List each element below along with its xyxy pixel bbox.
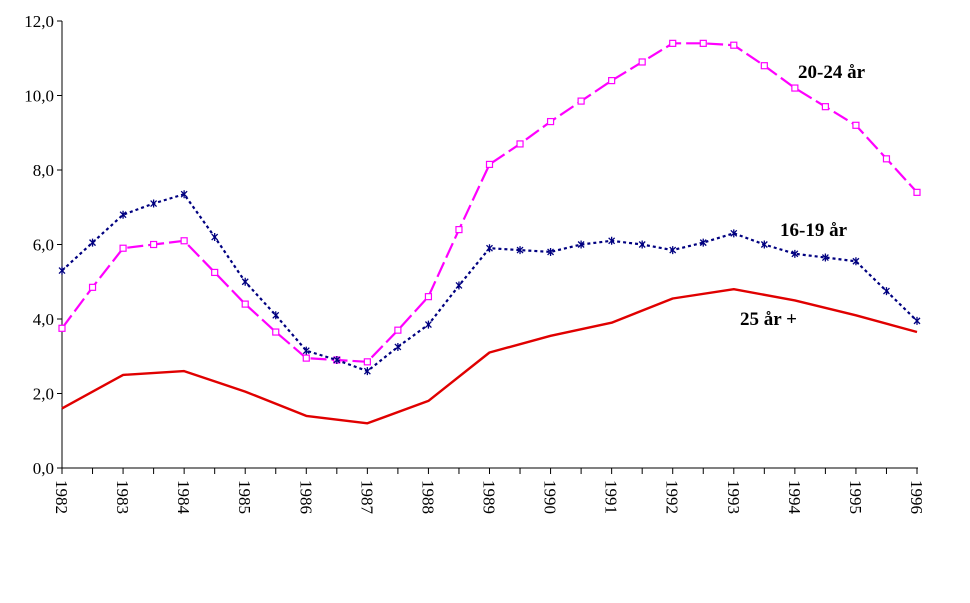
data-point [730, 229, 738, 238]
y-tick-label: 2,0 [33, 385, 54, 404]
data-point [791, 249, 799, 258]
data-point [486, 244, 493, 253]
data-point [852, 121, 860, 129]
data-point [211, 233, 219, 242]
data-point [883, 287, 890, 296]
x-tick-label: 1989 [480, 480, 499, 514]
data-point [272, 328, 280, 336]
data-point [302, 346, 310, 355]
data-point [302, 354, 310, 362]
x-tick-label: 1993 [724, 480, 743, 514]
x-axis-ticks: 1982 1983 1984 1985 1986 1987 1988 1989 1990 1991… [52, 468, 926, 515]
y-tick-label: 12,0 [24, 12, 54, 31]
data-point [333, 355, 341, 364]
data-point [241, 300, 249, 308]
data-point [516, 140, 524, 148]
data-point [241, 277, 249, 286]
x-tick-label: 1994 [785, 480, 804, 515]
data-point [58, 266, 66, 275]
data-point [577, 240, 585, 249]
data-point [608, 236, 616, 245]
series-labels: 20-24 år 16-19 år 25 år + [740, 62, 866, 330]
data-point [821, 103, 829, 111]
data-point [455, 226, 463, 234]
x-tick-label: 1986 [296, 480, 315, 514]
x-tick-label: 1996 [907, 480, 926, 514]
data-point [58, 324, 66, 332]
data-point [150, 240, 158, 249]
x-tick-label: 1988 [418, 480, 437, 514]
data-point [119, 244, 127, 252]
x-tick-label: 1987 [357, 480, 376, 515]
series-label-16-19: 16-19 år [780, 220, 848, 241]
series-line [61, 42, 918, 363]
data-point [89, 238, 96, 247]
data-point [119, 210, 127, 219]
x-tick-label: 1995 [846, 480, 865, 514]
series-line [61, 288, 918, 425]
data-point [180, 237, 188, 245]
data-point [424, 320, 432, 329]
data-point [638, 240, 646, 249]
x-tick-label: 1991 [602, 480, 621, 514]
data-point [882, 155, 891, 163]
data-point [394, 342, 402, 351]
data-point [913, 316, 921, 325]
data-point [547, 247, 555, 256]
x-tick-label: 1982 [52, 480, 71, 514]
data-point [699, 238, 707, 247]
data-point [760, 240, 768, 249]
y-tick-label: 8,0 [33, 161, 54, 180]
x-tick-label: 1985 [235, 480, 254, 514]
series-2 [61, 288, 918, 425]
data-point [546, 117, 555, 126]
data-point [516, 246, 524, 255]
x-tick-label: 1990 [541, 480, 560, 514]
data-point [150, 199, 158, 208]
y-tick-label: 6,0 [33, 236, 54, 255]
series-label-20-24: 20-24 år [798, 62, 866, 83]
data-point [88, 283, 97, 291]
x-tick-label: 1984 [174, 480, 193, 515]
data-point [485, 160, 494, 169]
data-point [424, 293, 433, 301]
y-tick-label: 4,0 [33, 310, 54, 329]
data-point [180, 190, 188, 199]
data-point [913, 188, 921, 196]
series-line [61, 193, 918, 373]
data-point [821, 253, 829, 262]
y-tick-label: 10,0 [24, 87, 54, 106]
data-point [760, 62, 768, 70]
series-0 [58, 39, 921, 366]
data-point [669, 39, 677, 47]
series-label-25-plus: 25 år + [740, 309, 797, 330]
data-point [455, 281, 463, 290]
data-point [394, 326, 402, 334]
data-point [852, 257, 860, 266]
data-point [730, 41, 738, 49]
x-tick-label: 1983 [113, 480, 132, 514]
data-point [791, 84, 799, 92]
data-point [211, 268, 219, 277]
series-1 [58, 190, 921, 376]
x-tick-label: 1992 [663, 480, 682, 514]
data-point [363, 358, 371, 366]
data-point [608, 76, 616, 85]
data-point [638, 58, 646, 66]
y-tick-label: 0,0 [33, 459, 54, 478]
series-lines [58, 39, 921, 425]
data-point [669, 246, 677, 255]
data-point [363, 367, 371, 376]
y-axis-ticks: 0,0 2,0 4,0 6,0 8,0 10,0 12,0 [24, 12, 62, 478]
data-point [699, 39, 707, 47]
data-point [272, 311, 280, 320]
data-point [577, 97, 585, 105]
